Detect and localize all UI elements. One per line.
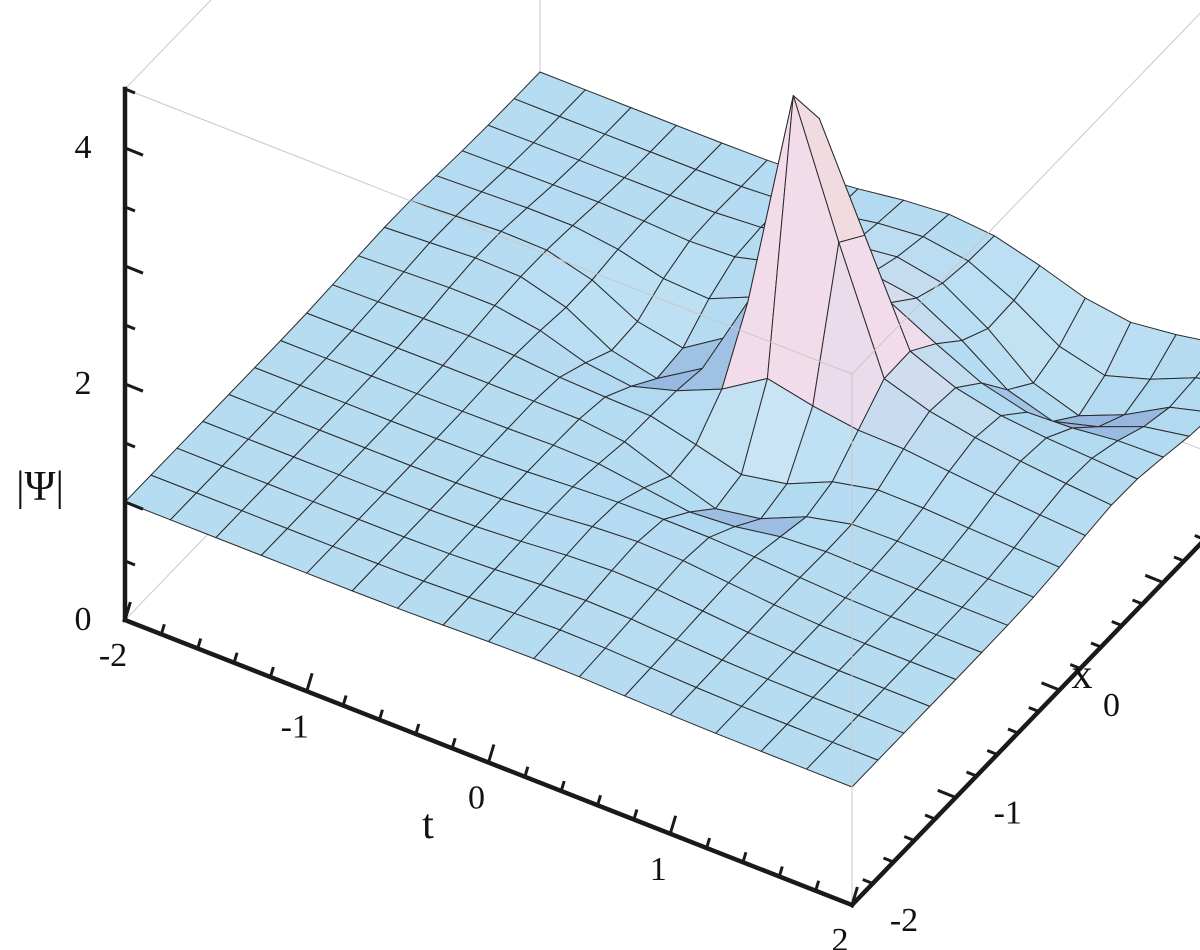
t-tick-label: -1 [281,708,309,745]
z-axis-title: |Ψ| [16,464,64,510]
z-tick [124,441,136,449]
t-tick [523,766,530,778]
t-tick [632,809,639,820]
box-edge [124,88,853,375]
x-tick [1040,681,1061,692]
t-tick [850,886,859,906]
t-tick [487,744,496,763]
x-tick [1069,663,1081,670]
x-tick [882,856,895,864]
surface-patch [806,741,879,788]
box-edge [124,0,212,90]
x-tick [986,749,998,756]
surface-mesh [124,71,1200,788]
x-tick [1090,641,1102,649]
x-tick [1144,573,1164,584]
t-tick-label: 0 [468,780,485,817]
x-tick [937,788,957,799]
z-tick [124,87,136,95]
t-tick [159,623,166,635]
x-tick [903,835,915,842]
z-tick [124,559,136,567]
x-tick [1028,706,1040,713]
t-tick [450,737,457,749]
t-tick [123,601,132,621]
x-tick [1173,555,1185,563]
x-tick [965,770,978,778]
t-tick-label: 2 [832,922,849,950]
t-tick [705,837,712,849]
t-axis-title: t [422,802,434,848]
t-tick [341,695,348,706]
x-tick [924,813,936,821]
x-tick [1111,620,1123,627]
x-tick [862,878,874,885]
z-tick [124,264,144,275]
x-tick [1131,598,1144,606]
z-tick [124,618,144,629]
box-edge [851,12,1200,375]
t-tick [559,780,566,792]
t-tick [268,666,275,678]
t-tick-label: -2 [99,637,127,674]
z-tick [124,146,144,157]
t-tick [414,723,421,735]
t-tick [378,709,384,721]
x-tick [833,896,853,907]
t-tick [596,794,602,806]
z-tick-label: 2 [75,365,92,402]
z-tick-label: 4 [75,129,92,166]
x-tick-label: 0 [1103,687,1120,724]
t-tick [196,638,203,649]
t-tick [668,815,678,835]
z-tick [124,382,144,393]
surface-patch [1195,371,1200,380]
t-tick [232,652,239,664]
x-axis-title: x [1072,652,1093,698]
z-tick [124,205,136,213]
t-tick [305,672,314,692]
x-tick [1007,727,1019,735]
z-tick [124,500,144,511]
x-tick-label: -1 [994,795,1022,832]
x-tick [1194,534,1200,540]
t-tick-label: 1 [650,851,667,888]
t-tick [814,880,821,892]
t-tick [777,866,784,877]
x-tick-label: -2 [890,902,918,939]
t-tick [741,851,748,863]
z-tick [124,323,136,331]
z-tick-label: 0 [75,601,92,638]
